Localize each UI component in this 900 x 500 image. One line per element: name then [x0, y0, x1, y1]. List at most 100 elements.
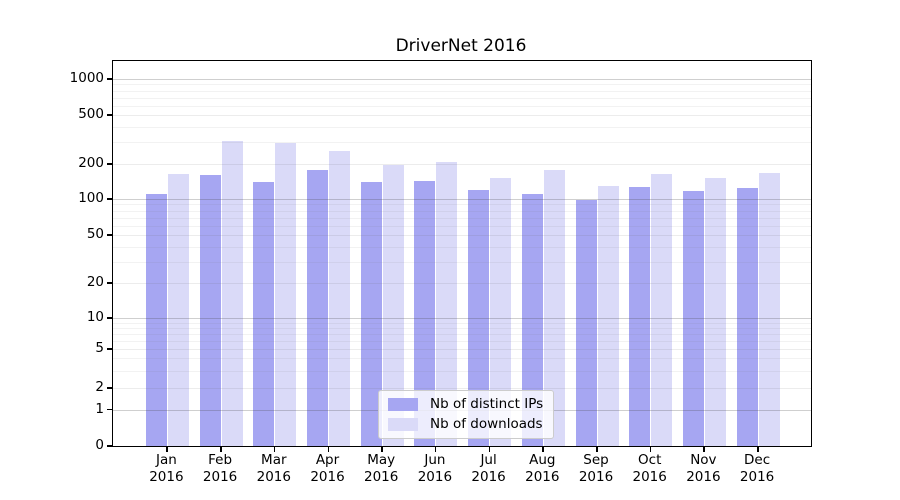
y-tick-mark-500 [107, 114, 112, 116]
x-tick-mark-nov [703, 446, 705, 452]
x-tick-label-oct: Oct 2016 [632, 452, 667, 485]
y-tick-label-50: 50 [86, 226, 104, 242]
gridline-minor-7 [113, 333, 811, 335]
y-tick-label-10: 10 [86, 309, 104, 325]
x-tick-label-sep: Sep 2016 [578, 452, 614, 485]
bar-downloads-jan [167, 173, 189, 446]
y-tick-label-100: 100 [78, 190, 104, 206]
gridline-50 [113, 235, 811, 236]
bar-downloads-dec [758, 173, 780, 446]
legend: Nb of distinct IPs Nb of downloads [378, 390, 555, 439]
x-tick-label-may: May 2016 [364, 452, 399, 485]
x-tick-label-nov: Nov 2016 [686, 452, 721, 485]
x-tick-label-mar: Mar 2016 [256, 452, 291, 485]
x-tick-mark-feb [220, 446, 222, 452]
bar-downloads-oct [651, 174, 673, 446]
gridline-minor-90 [113, 204, 811, 206]
gridline-minor-40 [113, 246, 811, 248]
y-tick-label-1: 1 [95, 400, 104, 417]
y-tick-mark-200 [107, 163, 112, 165]
y-tick-mark-50 [107, 234, 112, 236]
x-tick-mark-may [381, 446, 383, 452]
gridline-minor-400 [113, 126, 811, 128]
bar-distinct-ips-aug [521, 193, 543, 446]
bar-distinct-ips-may [360, 181, 382, 446]
y-tick-mark-5 [107, 348, 112, 350]
bar-downloads-mar [275, 143, 297, 446]
y-tick-mark-0 [107, 445, 112, 447]
bar-downloads-feb [221, 140, 243, 446]
gridline-minor-700 [113, 97, 811, 99]
gridline-20 [113, 283, 811, 284]
legend-swatch-downloads [388, 417, 418, 431]
bar-downloads-sep [597, 185, 619, 446]
gridline-1000 [113, 79, 811, 80]
gridline-minor-600 [113, 105, 811, 107]
y-tick-mark-10 [107, 317, 112, 319]
x-tick-label-jan: Jan 2016 [149, 452, 184, 485]
gridline-minor-300 [113, 142, 811, 144]
gridline-2 [113, 388, 811, 389]
bar-distinct-ips-jan [145, 194, 167, 446]
bar-distinct-ips-jun [414, 180, 436, 446]
y-tick-label-0: 0 [95, 437, 104, 453]
gridline-minor-900 [113, 84, 811, 86]
gridline-minor-70 [113, 217, 811, 219]
legend-item-distinct-ips: Nb of distinct IPs [388, 396, 543, 412]
x-tick-label-dec: Dec 2016 [739, 452, 775, 485]
y-tick-label-1000: 1000 [69, 70, 104, 86]
y-tick-mark-100 [107, 198, 112, 200]
bar-distinct-ips-feb [199, 175, 221, 446]
gridline-minor-9 [113, 322, 811, 324]
gridline-200 [113, 164, 811, 165]
y-tick-label-5: 5 [95, 340, 104, 356]
bar-downloads-jul [490, 177, 512, 446]
bar-distinct-ips-nov [682, 191, 704, 446]
y-tick-mark-1000 [107, 78, 112, 80]
gridline-minor-80 [113, 210, 811, 212]
x-tick-mark-oct [649, 446, 652, 452]
gridline-10 [113, 318, 811, 319]
x-tick-mark-jan [166, 446, 168, 452]
bar-distinct-ips-sep [575, 199, 597, 446]
bar-downloads-may [382, 165, 404, 446]
x-tick-label-apr: Apr 2016 [310, 452, 345, 485]
y-tick-mark-2 [107, 387, 112, 389]
chart-title: DriverNet 2016 [395, 36, 527, 56]
y-tick-label-20: 20 [86, 274, 104, 290]
bar-distinct-ips-apr [307, 170, 328, 446]
x-tick-mark-mar [273, 446, 276, 452]
gridline-minor-8 [113, 327, 811, 329]
bar-distinct-ips-oct [629, 187, 651, 446]
bar-downloads-apr [329, 150, 350, 446]
gridline-minor-6 [113, 340, 811, 342]
y-tick-label-2: 2 [95, 379, 104, 395]
y-tick-mark-1 [107, 408, 112, 410]
gridline-minor-3 [113, 370, 811, 372]
y-tick-label-200: 200 [78, 155, 104, 171]
legend-label-downloads: Nb of downloads [430, 416, 543, 432]
x-tick-mark-jun [434, 446, 437, 452]
x-tick-mark-dec [757, 446, 759, 452]
x-tick-label-jul: Jul 2016 [471, 452, 506, 485]
legend-swatch-distinct-ips [388, 397, 418, 411]
x-tick-mark-sep [596, 446, 598, 452]
y-tick-mark-20 [107, 282, 112, 284]
bar-downloads-jun [436, 162, 458, 446]
x-tick-label-aug: Aug 2016 [525, 452, 560, 485]
bar-downloads-aug [543, 169, 565, 446]
gridline-5 [113, 349, 811, 350]
bar-distinct-ips-dec [736, 188, 758, 446]
x-tick-mark-aug [542, 446, 544, 452]
plot-area: Nb of distinct IPs Nb of downloads [112, 60, 812, 447]
gridline-minor-4 [113, 358, 811, 360]
x-tick-label-feb: Feb 2016 [202, 452, 238, 485]
gridline-minor-60 [113, 225, 811, 227]
x-tick-label-jun: Jun 2016 [417, 452, 453, 485]
bar-distinct-ips-jul [468, 190, 490, 446]
bar-distinct-ips-mar [253, 182, 275, 446]
bar-downloads-nov [704, 177, 726, 446]
y-tick-label-500: 500 [78, 106, 104, 122]
gridline-minor-30 [113, 261, 811, 263]
